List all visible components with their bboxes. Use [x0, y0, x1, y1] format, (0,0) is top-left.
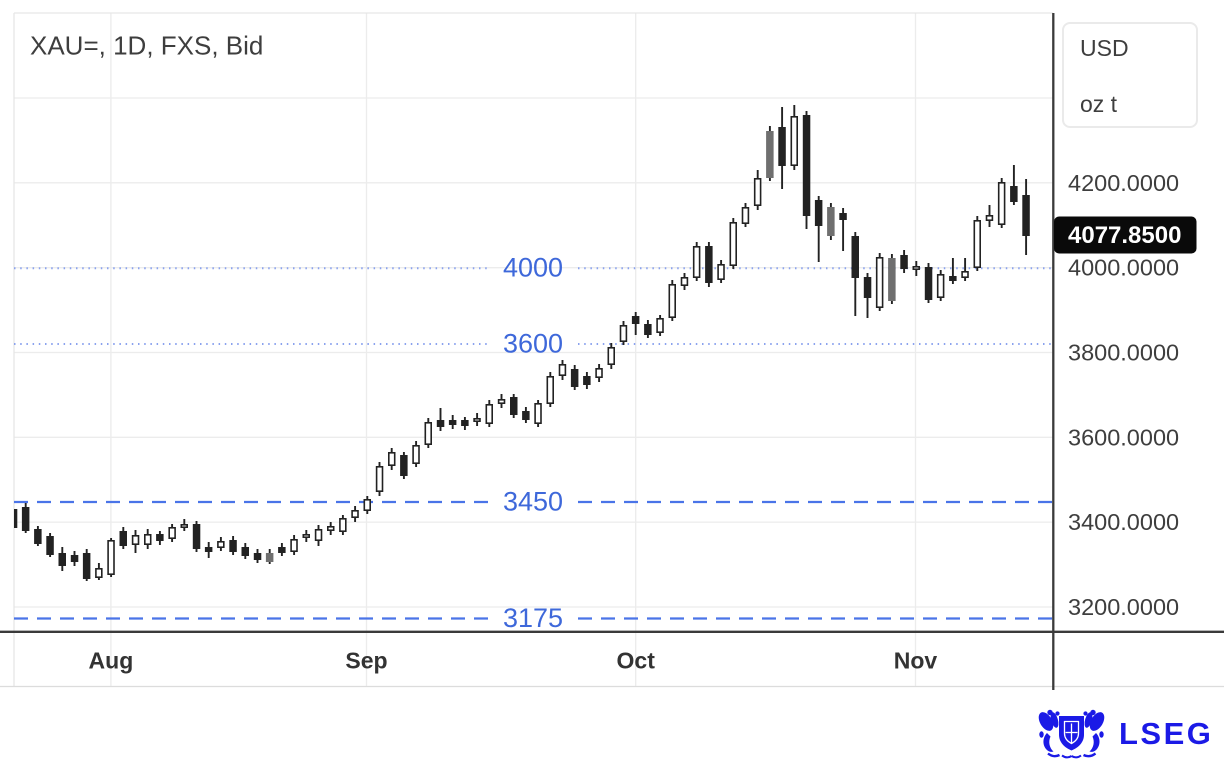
svg-text:4000: 4000: [503, 253, 563, 283]
svg-text:oz t: oz t: [1080, 91, 1118, 117]
svg-text:Sep: Sep: [345, 648, 387, 674]
svg-text:3600.0000: 3600.0000: [1068, 424, 1179, 450]
svg-text:3400.0000: 3400.0000: [1068, 509, 1179, 535]
svg-text:3800.0000: 3800.0000: [1068, 340, 1179, 366]
svg-text:4200.0000: 4200.0000: [1068, 170, 1179, 196]
svg-text:XAU=, 1D, FXS, Bid: XAU=, 1D, FXS, Bid: [30, 31, 263, 61]
svg-text:3600: 3600: [503, 328, 563, 358]
svg-text:4077.8500: 4077.8500: [1068, 222, 1181, 249]
svg-text:Nov: Nov: [894, 648, 938, 674]
svg-text:3175: 3175: [503, 603, 563, 633]
svg-text:3450: 3450: [503, 486, 563, 516]
svg-text:4000.0000: 4000.0000: [1068, 255, 1179, 281]
svg-text:USD: USD: [1080, 35, 1129, 61]
svg-text:Oct: Oct: [617, 648, 656, 674]
svg-text:LSEG: LSEG: [1119, 716, 1213, 751]
svg-text:3200.0000: 3200.0000: [1068, 594, 1179, 620]
svg-text:Aug: Aug: [89, 648, 134, 674]
